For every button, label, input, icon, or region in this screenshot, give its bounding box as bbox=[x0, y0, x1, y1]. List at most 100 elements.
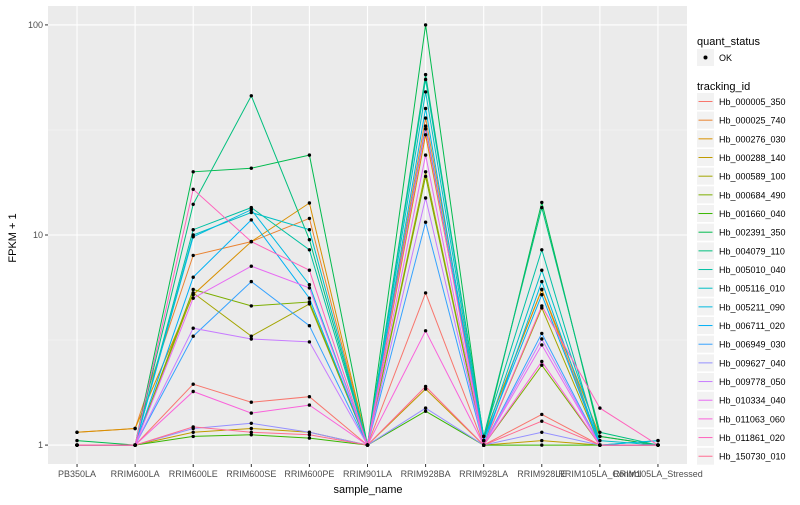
data-point bbox=[423, 72, 428, 77]
legend-item-label: Hb_001660_040 bbox=[719, 209, 786, 219]
data-point bbox=[307, 238, 312, 242]
legend-item-label: Hb_010334_040 bbox=[719, 396, 786, 406]
data-point bbox=[598, 406, 602, 410]
data-point bbox=[249, 337, 253, 341]
legend-item-label: Hb_000288_140 bbox=[719, 153, 786, 163]
data-point bbox=[482, 443, 486, 447]
legend-item-label: Hb_005116_010 bbox=[719, 284, 785, 294]
x-tick-label: RRIM105LA_Control bbox=[558, 469, 641, 479]
data-point bbox=[307, 395, 312, 399]
data-point bbox=[249, 239, 253, 244]
data-point bbox=[191, 170, 195, 174]
data-point bbox=[249, 94, 253, 98]
y-tick-label: 1 bbox=[38, 440, 43, 450]
data-point bbox=[249, 426, 253, 431]
data-point bbox=[423, 406, 428, 410]
data-point bbox=[191, 382, 195, 386]
data-point bbox=[191, 253, 195, 258]
data-point bbox=[656, 443, 660, 447]
data-point bbox=[75, 443, 79, 447]
plot-marks bbox=[75, 23, 660, 448]
data-point bbox=[133, 426, 137, 431]
data-point bbox=[540, 443, 544, 447]
x-tick-label: RRIM600PE bbox=[284, 469, 334, 479]
data-point bbox=[191, 334, 195, 338]
data-point bbox=[307, 324, 312, 328]
legend-item-label: Hb_004079_110 bbox=[719, 246, 785, 256]
data-point bbox=[249, 218, 253, 222]
data-point bbox=[249, 334, 253, 338]
data-point bbox=[423, 77, 428, 82]
data-point bbox=[75, 438, 79, 443]
data-point bbox=[540, 359, 544, 364]
data-point bbox=[540, 293, 544, 297]
data-point bbox=[423, 106, 428, 111]
data-point bbox=[249, 279, 253, 284]
data-point bbox=[423, 116, 428, 120]
data-point bbox=[307, 153, 312, 157]
data-point bbox=[191, 434, 195, 439]
data-point bbox=[307, 283, 312, 287]
x-axis-title: sample_name bbox=[333, 484, 402, 496]
data-point bbox=[540, 279, 544, 284]
data-point bbox=[307, 228, 312, 232]
data-point bbox=[540, 419, 544, 423]
data-point bbox=[423, 329, 428, 333]
data-point bbox=[191, 389, 195, 394]
data-point bbox=[540, 343, 544, 347]
data-point bbox=[423, 409, 428, 413]
legend-item-label: Hb_006711_020 bbox=[719, 321, 785, 331]
data-point bbox=[423, 127, 428, 131]
data-point bbox=[423, 170, 428, 174]
data-point bbox=[540, 363, 544, 367]
data-point bbox=[191, 275, 195, 279]
data-point bbox=[307, 433, 312, 437]
data-point bbox=[307, 300, 312, 304]
data-point bbox=[540, 304, 544, 308]
x-tick-label: RRIM928BA bbox=[401, 469, 451, 479]
data-point bbox=[598, 443, 602, 447]
data-point bbox=[191, 235, 195, 239]
data-point bbox=[249, 411, 253, 415]
data-point bbox=[249, 166, 253, 170]
data-point bbox=[191, 291, 195, 295]
data-point bbox=[307, 286, 312, 290]
data-point bbox=[307, 296, 312, 300]
legend-item-label: Hb_000025_740 bbox=[719, 116, 786, 126]
data-point bbox=[540, 412, 544, 417]
data-point bbox=[598, 438, 602, 443]
data-point bbox=[307, 201, 312, 205]
data-point bbox=[423, 291, 428, 295]
data-point bbox=[191, 296, 195, 300]
shape-legend-label: OK bbox=[719, 53, 732, 63]
x-tick-label: RRIM928LE bbox=[517, 469, 566, 479]
data-point bbox=[540, 248, 544, 252]
legend-item-label: Hb_000005_350 bbox=[719, 97, 786, 107]
data-point bbox=[540, 331, 544, 336]
data-point bbox=[249, 430, 253, 434]
data-point bbox=[249, 400, 253, 404]
data-point bbox=[423, 23, 428, 27]
axes: 1 10 100 PB350LA RRIM600LA RRIM600LE RRIM600SE… bbox=[28, 20, 703, 479]
y-tick-label: 10 bbox=[33, 230, 43, 240]
data-point bbox=[191, 228, 195, 232]
x-tick-label: RRIM901LA bbox=[343, 469, 392, 479]
data-point bbox=[133, 443, 137, 447]
legend-item-label: Hb_009778_050 bbox=[719, 377, 786, 387]
data-point bbox=[191, 202, 195, 206]
data-point bbox=[423, 174, 428, 179]
data-point bbox=[191, 430, 195, 434]
x-tick-label: RRIM600LA bbox=[111, 469, 160, 479]
legend-item-label: Hb_000276_030 bbox=[719, 134, 786, 144]
legend-item-label: Hb_011063_060 bbox=[719, 414, 785, 424]
legend-item-label: Hb_002391_350 bbox=[719, 228, 786, 238]
legend-item-label: Hb_150730_010 bbox=[719, 452, 786, 462]
data-point bbox=[307, 216, 312, 221]
legend-item-label: Hb_000684_490 bbox=[719, 190, 786, 200]
legend-item-label: Hb_011861_020 bbox=[719, 433, 785, 443]
data-point bbox=[540, 205, 544, 210]
legend-item-label: Hb_006949_030 bbox=[719, 340, 786, 350]
data-point bbox=[423, 384, 428, 389]
color-legend-title: tracking_id bbox=[697, 81, 750, 93]
